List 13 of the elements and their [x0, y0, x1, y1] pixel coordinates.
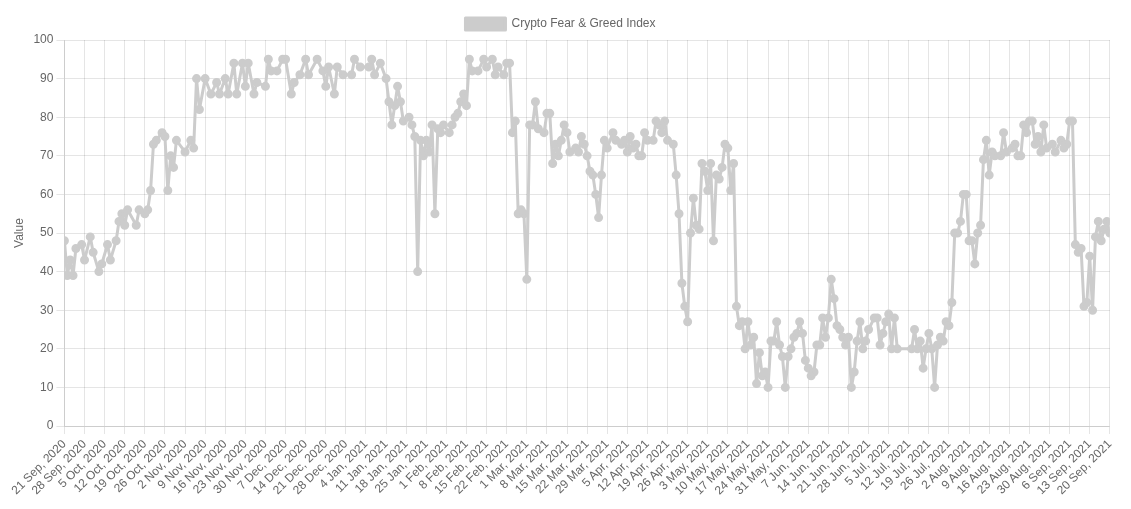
y-axis-title: Value [11, 217, 26, 248]
y-tick-label: 70 [40, 148, 54, 163]
legend-label: Crypto Fear & Greed Index [511, 16, 656, 31]
y-tick-label: 50 [40, 225, 54, 240]
y-tick-label: 10 [40, 379, 54, 394]
y-tick-label: 0 [46, 418, 54, 433]
y-tick-label: 30 [40, 302, 54, 317]
y-tick-label: 20 [40, 341, 54, 356]
y-tick-label: 90 [40, 70, 54, 85]
y-tick-label: 60 [40, 186, 54, 201]
y-tick-label: 40 [40, 263, 54, 278]
y-tick-label: 100 [33, 32, 54, 47]
y-tick-label: 80 [40, 109, 54, 124]
